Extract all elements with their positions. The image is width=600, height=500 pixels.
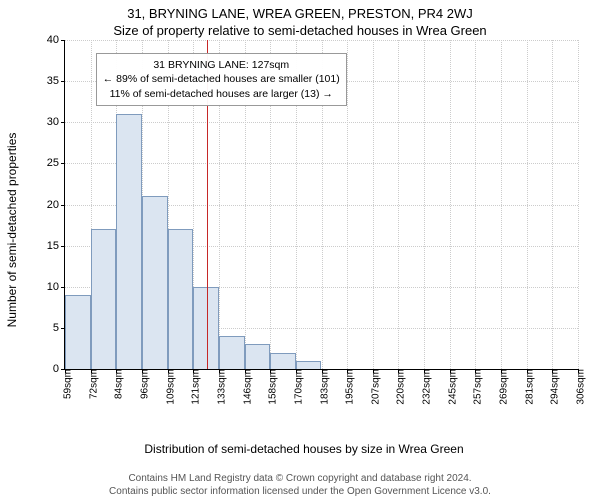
xtick-label: 269sqm xyxy=(493,369,510,405)
page-title: 31, BRYNING LANE, WREA GREEN, PRESTON, P… xyxy=(0,0,600,21)
xtick-label: 245sqm xyxy=(441,369,458,405)
xtick-label: 84sqm xyxy=(108,369,125,399)
xtick-label: 232sqm xyxy=(416,369,433,405)
xtick-label: 146sqm xyxy=(236,369,253,405)
footer: Contains HM Land Registry data © Crown c… xyxy=(0,472,600,498)
histogram-bar xyxy=(270,353,296,369)
annotation-line1: 31 BRYNING LANE: 127sqm xyxy=(103,58,340,72)
footer-line1: Contains HM Land Registry data © Crown c… xyxy=(0,472,600,485)
ytick-label: 35 xyxy=(47,75,65,87)
xtick-label: 59sqm xyxy=(57,369,74,399)
annotation-line2: ← 89% of semi-detached houses are smalle… xyxy=(103,72,340,86)
y-axis-label: Number of semi-detached properties xyxy=(5,133,19,328)
xtick-label: 306sqm xyxy=(570,369,587,405)
xtick-label: 195sqm xyxy=(339,369,356,405)
gridline-v xyxy=(373,40,374,369)
histogram-bar xyxy=(116,114,142,369)
chart-container: Number of semi-detached properties 05101… xyxy=(24,40,584,420)
ytick-label: 40 xyxy=(47,34,65,46)
xtick-label: 183sqm xyxy=(313,369,330,405)
gridline-v xyxy=(552,40,553,369)
histogram-bar xyxy=(245,344,271,369)
xtick-label: 207sqm xyxy=(364,369,381,405)
annotation-line3: 11% of semi-detached houses are larger (… xyxy=(103,87,340,101)
gridline-v xyxy=(398,40,399,369)
xtick-label: 72sqm xyxy=(82,369,99,399)
gridline-v xyxy=(501,40,502,369)
xtick-label: 109sqm xyxy=(159,369,176,405)
ytick-label: 5 xyxy=(53,322,65,334)
page-subtitle: Size of property relative to semi-detach… xyxy=(0,21,600,38)
xtick-label: 158sqm xyxy=(262,369,279,405)
xtick-label: 121sqm xyxy=(185,369,202,405)
gridline-v xyxy=(527,40,528,369)
xtick-label: 133sqm xyxy=(210,369,227,405)
gridline-v xyxy=(347,40,348,369)
ytick-label: 15 xyxy=(47,240,65,252)
histogram-bar xyxy=(296,361,322,369)
ytick-label: 10 xyxy=(47,281,65,293)
gridline-v xyxy=(578,40,579,369)
histogram-bar xyxy=(142,196,168,369)
xtick-label: 220sqm xyxy=(390,369,407,405)
x-axis-label: Distribution of semi-detached houses by … xyxy=(144,442,463,456)
annotation-box: 31 BRYNING LANE: 127sqm ← 89% of semi-de… xyxy=(96,53,347,106)
ytick-label: 20 xyxy=(47,199,65,211)
xtick-label: 294sqm xyxy=(544,369,561,405)
histogram-bar xyxy=(65,295,91,369)
gridline-v xyxy=(424,40,425,369)
footer-line2: Contains public sector information licen… xyxy=(0,485,600,498)
xtick-label: 170sqm xyxy=(287,369,304,405)
ytick-label: 30 xyxy=(47,116,65,128)
gridline-v xyxy=(450,40,451,369)
histogram-bar xyxy=(91,229,117,369)
plot-area: 051015202530354059sqm72sqm84sqm96sqm109s… xyxy=(64,40,578,370)
xtick-label: 96sqm xyxy=(133,369,150,399)
xtick-label: 281sqm xyxy=(518,369,535,405)
xtick-label: 257sqm xyxy=(467,369,484,405)
gridline-v xyxy=(475,40,476,369)
histogram-bar xyxy=(168,229,194,369)
histogram-bar xyxy=(219,336,245,369)
ytick-label: 25 xyxy=(47,157,65,169)
